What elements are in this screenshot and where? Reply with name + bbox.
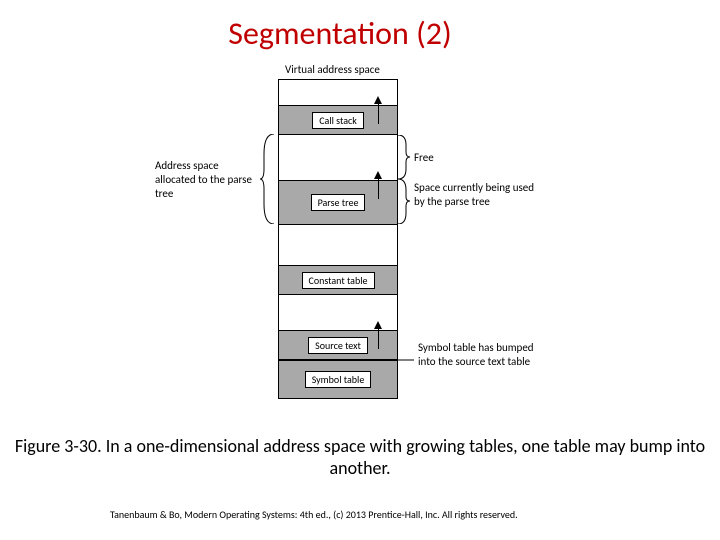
pointer-line-icon xyxy=(398,359,416,361)
segment-call-stack: Call stack xyxy=(279,105,397,135)
segment-label: Parse tree xyxy=(311,194,366,211)
segment-label: Symbol table xyxy=(305,371,372,388)
segment-symbol-table: Symbol table xyxy=(279,360,397,398)
annotation-free: Free xyxy=(414,151,434,165)
figure-diagram: Virtual address space Call stack Parse t… xyxy=(0,63,720,423)
arrow-icon xyxy=(374,96,382,104)
annotation-left: Address space allocated to the parse tre… xyxy=(155,159,259,200)
brace-parsetree-icon xyxy=(398,179,412,224)
segment-label: Call stack xyxy=(312,112,364,129)
segment-parse-tree: Parse tree xyxy=(279,180,397,225)
annotation-right-top: Space currently being used by the parse … xyxy=(414,181,544,209)
address-space-column: Call stack Parse tree Constant table Sou… xyxy=(278,79,398,399)
copyright-footer: Tanenbaum & Bo, Modern Operating Systems… xyxy=(110,508,518,521)
arrow-line xyxy=(378,329,379,349)
figure-caption: Figure 3-30. In a one-dimensional addres… xyxy=(0,436,720,479)
arrow-line xyxy=(378,104,379,124)
brace-free-icon xyxy=(398,135,412,179)
segment-constant-table: Constant table xyxy=(279,265,397,295)
brace-left-icon xyxy=(260,134,278,224)
arrow-icon xyxy=(374,321,382,329)
top-label: Virtual address space xyxy=(285,63,380,76)
segment-label: Constant table xyxy=(302,272,375,289)
segment-label: Source text xyxy=(308,337,368,354)
segment-source-text: Source text xyxy=(279,330,397,360)
annotation-right-bottom: Symbol table has bumped into the source … xyxy=(418,341,538,369)
slide-title: Segmentation (2) xyxy=(0,0,720,63)
arrow-icon xyxy=(374,171,382,179)
arrow-line xyxy=(378,179,379,199)
